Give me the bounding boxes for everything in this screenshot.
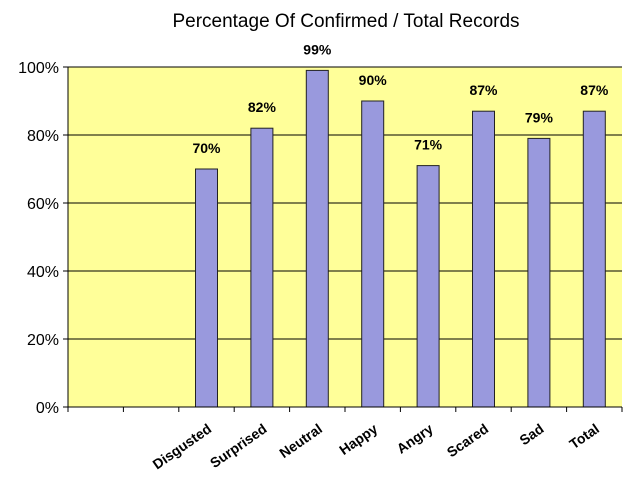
bar-angry — [416, 165, 440, 408]
x-tick-label: Disgusted — [150, 420, 215, 472]
y-tick-label: 20% — [27, 332, 59, 349]
chart-title: Percentage Of Confirmed / Total Records — [172, 11, 519, 32]
y-tick-label: 60% — [27, 196, 59, 213]
bar-total — [582, 110, 606, 408]
y-axis: 0% 20% 40% 60% 80% 100% — [18, 60, 69, 417]
x-tick-label: Sad — [516, 420, 546, 448]
bar-neutral — [305, 69, 329, 408]
data-label: 87% — [580, 82, 609, 98]
y-tick-label: 0% — [36, 400, 59, 417]
bar-surprised — [250, 127, 274, 408]
data-labels: 70% 82% 99% 90% 71% 87% 79% 87% — [192, 41, 608, 156]
data-label: 99% — [303, 41, 332, 57]
bar-disgusted — [195, 168, 218, 408]
x-tick-label: Happy — [336, 420, 380, 458]
data-label: 87% — [469, 82, 498, 98]
y-tick-label: 80% — [27, 128, 59, 145]
bar-sad — [527, 137, 551, 408]
x-tick-label: Total — [566, 420, 602, 452]
data-label: 90% — [359, 72, 388, 88]
y-tick-label: 40% — [27, 264, 59, 281]
data-label: 79% — [525, 109, 554, 125]
bar-scared — [472, 110, 495, 408]
data-label: 82% — [248, 99, 277, 115]
x-tick-label: Neutral — [276, 420, 325, 461]
x-tick-label: Surprised — [207, 420, 270, 471]
data-label: 70% — [192, 140, 221, 156]
y-tick-label: 100% — [18, 60, 59, 77]
x-tick-label: Scared — [444, 420, 491, 460]
data-label: 71% — [414, 137, 443, 153]
bar-happy — [361, 100, 385, 408]
x-tick-label: Angry — [394, 420, 436, 456]
